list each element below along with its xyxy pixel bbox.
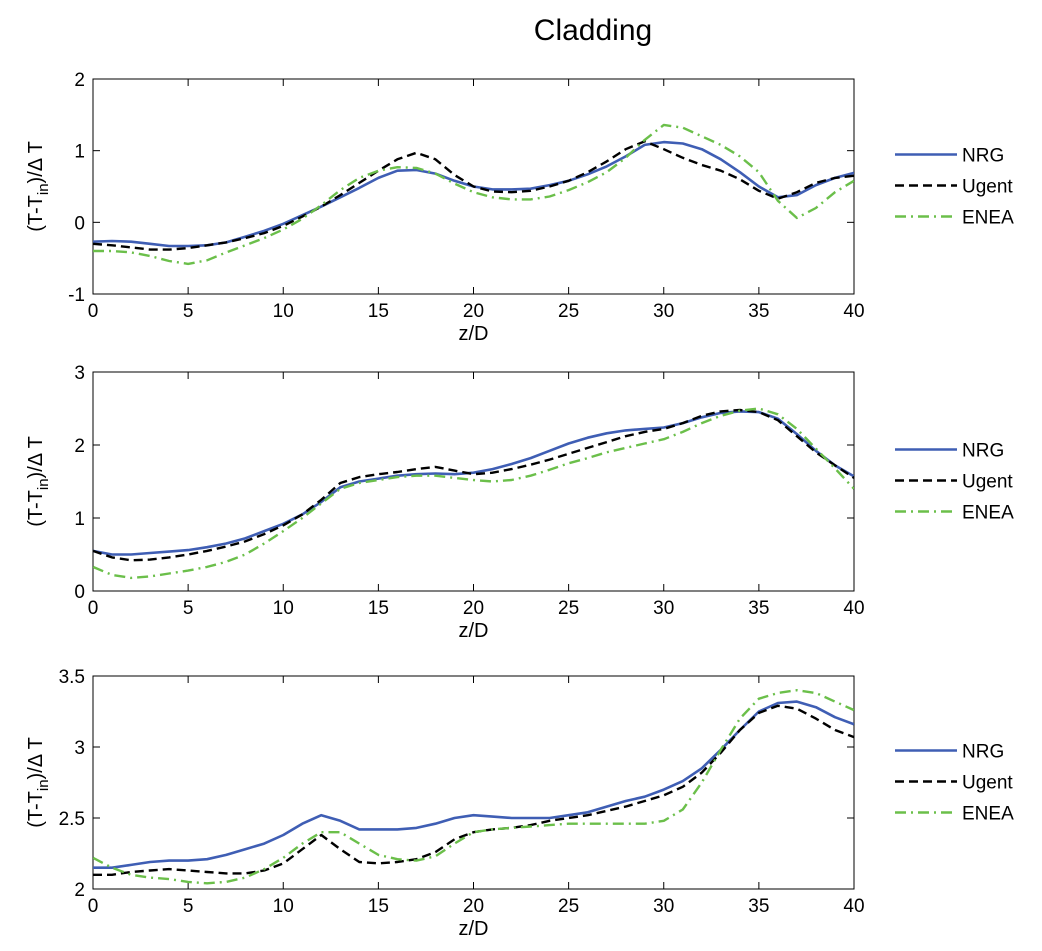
y-tick-label: 3 [74, 738, 85, 759]
legend-label-nrg: NRG [962, 441, 1004, 462]
x-tick-label: 0 [88, 896, 99, 917]
x-tick-label: 15 [368, 896, 389, 917]
y-tick-label: 3 [74, 363, 85, 384]
legend-label-ugent: Ugent [962, 773, 1013, 794]
plot-area-frame [92, 675, 855, 890]
y-axis-label: (T-Tin)/Δ T [25, 141, 52, 232]
x-tick-label: 0 [88, 301, 99, 322]
series-line-nrg [93, 140, 854, 248]
series-line-enea [93, 123, 854, 266]
series-line-ugent [93, 704, 854, 876]
y-tick-label: 3.5 [59, 667, 85, 688]
legend-label-enea: ENEA [962, 503, 1014, 524]
series-line-nrg [93, 700, 854, 870]
legend-label-ugent: Ugent [962, 177, 1013, 198]
series-line-ugent [93, 408, 854, 562]
chart-panel-2: 0 5 10 15 20 25 30 35 40 0 1 2 3 z/D (T-Tin)/Δ T NRG Uge… [25, 363, 1014, 642]
x-tick-label: 30 [653, 896, 674, 917]
series-lines [93, 123, 854, 266]
x-tick-label: 10 [273, 301, 294, 322]
x-axis-label: z/D [459, 620, 489, 642]
x-tick-label: 0 [88, 598, 99, 619]
series-line-enea [93, 689, 854, 885]
y-tick-label: 0 [74, 582, 85, 603]
x-tick-label: 5 [183, 896, 194, 917]
series-lines [93, 407, 854, 580]
x-tick-label: 40 [843, 301, 864, 322]
y-axis-label-tail: )/Δ T [25, 141, 47, 183]
y-tick-label: -1 [68, 285, 85, 306]
series-lines [93, 689, 854, 885]
x-tick-label: 15 [368, 301, 389, 322]
y-tick-label: 1 [74, 509, 85, 530]
x-tick-label: 5 [183, 301, 194, 322]
y-axis-label-subscript: in [35, 478, 52, 490]
y-tick-label: 0 [74, 213, 85, 234]
x-tick-label: 40 [843, 598, 864, 619]
y-tick-label: 2 [74, 70, 85, 91]
y-axis-label-subscript: in [35, 779, 52, 791]
x-tick-label: 5 [183, 598, 194, 619]
x-tick-label: 25 [558, 301, 579, 322]
y-axis-label: (T-Tin)/Δ T [25, 436, 52, 527]
x-tick-label: 15 [368, 598, 389, 619]
series-line-enea [93, 407, 854, 580]
x-tick-label: 35 [748, 896, 769, 917]
x-tick-label: 20 [463, 896, 484, 917]
legend-label-nrg: NRG [962, 742, 1004, 763]
y-axis-label-main: (T-T [25, 195, 47, 232]
x-tick-label: 20 [463, 598, 484, 619]
legend-label-enea: ENEA [962, 804, 1014, 825]
y-axis-label-subscript: in [35, 183, 52, 195]
y-axis-label-tail: )/Δ T [25, 737, 47, 779]
legend-label-ugent: Ugent [962, 472, 1013, 493]
legend: NRG Ugent ENEA [895, 742, 1014, 825]
legend: NRG Ugent ENEA [895, 146, 1014, 229]
series-line-nrg [93, 410, 854, 556]
legend-label-enea: ENEA [962, 208, 1014, 229]
x-axis-label: z/D [459, 918, 489, 940]
x-tick-label: 35 [748, 301, 769, 322]
y-axis-label-tail: )/Δ T [25, 436, 47, 478]
y-axis-label-main: (T-T [25, 791, 47, 828]
x-tick-label: 10 [273, 598, 294, 619]
x-tick-label: 30 [653, 301, 674, 322]
x-tick-label: 25 [558, 598, 579, 619]
y-tick-label: 2.5 [59, 809, 85, 830]
plot-area-frame [92, 371, 855, 592]
y-axis-label: (T-Tin)/Δ T [25, 737, 52, 828]
x-tick-label: 25 [558, 896, 579, 917]
x-tick-label: 10 [273, 896, 294, 917]
x-tick-label: 35 [748, 598, 769, 619]
x-axis-label: z/D [459, 323, 489, 345]
x-tick-label: 40 [843, 896, 864, 917]
chart-panel-3: 0 5 10 15 20 25 30 35 40 2 2.5 3 3.5 z/D (T-Tin)/Δ T NR… [25, 667, 1014, 940]
y-tick-label: 2 [74, 880, 85, 901]
legend-label-nrg: NRG [962, 146, 1004, 167]
y-tick-label: 1 [74, 142, 85, 163]
y-tick-label: 2 [74, 436, 85, 457]
legend: NRG Ugent ENEA [895, 441, 1014, 524]
figure-title: Cladding [534, 14, 652, 47]
x-tick-label: 30 [653, 598, 674, 619]
x-tick-label: 20 [463, 301, 484, 322]
series-line-ugent [93, 140, 854, 251]
y-axis-label-main: (T-T [25, 490, 47, 527]
